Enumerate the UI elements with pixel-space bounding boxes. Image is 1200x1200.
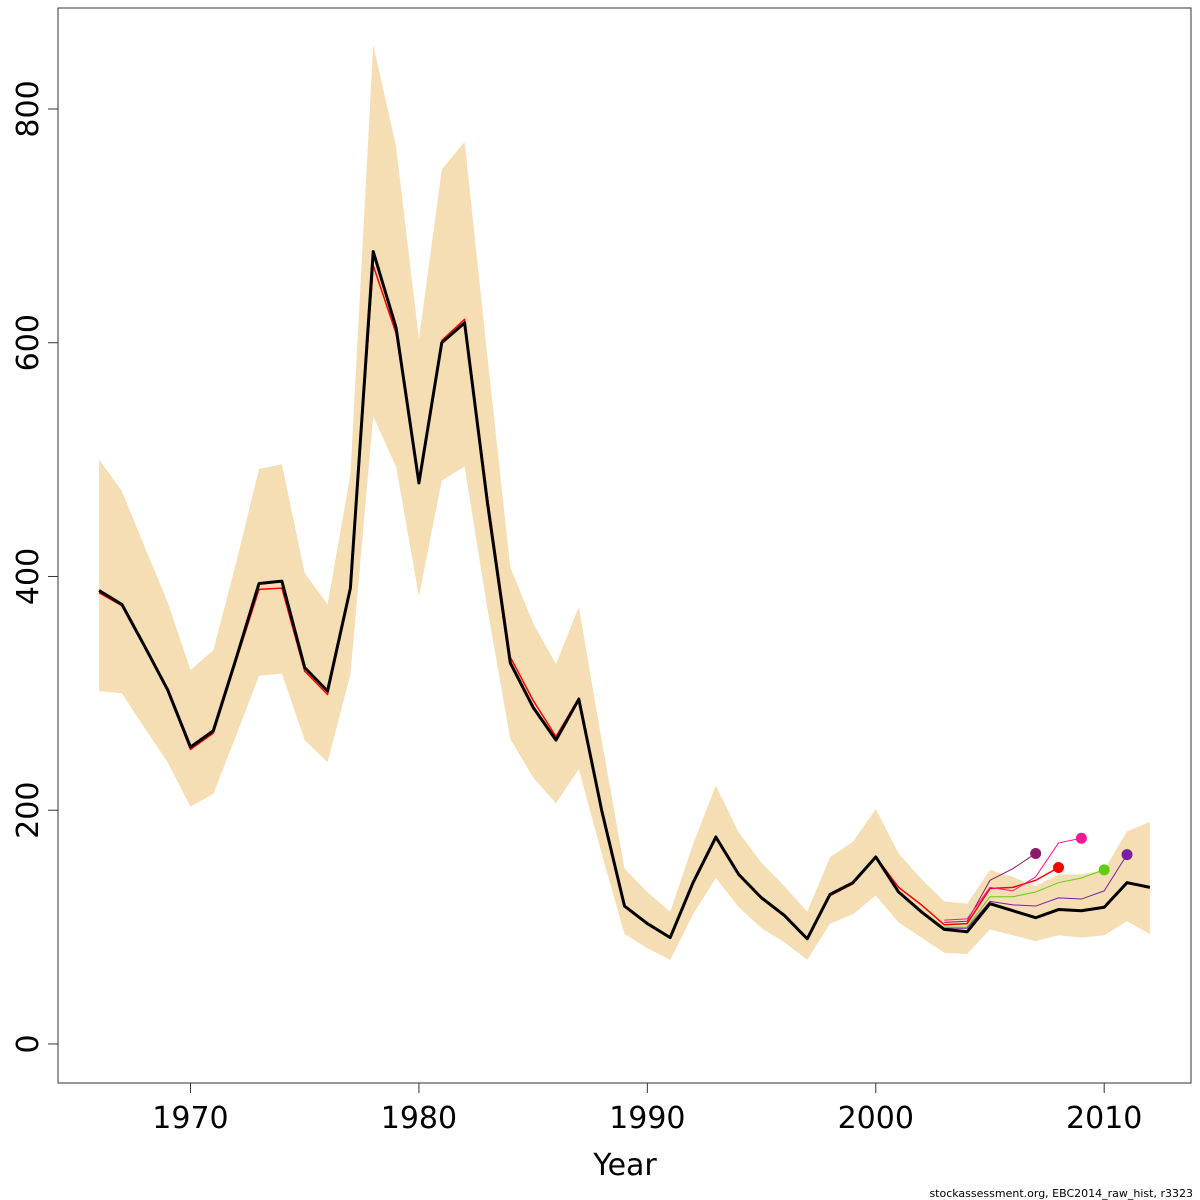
series-line bbox=[944, 854, 1128, 929]
series-line bbox=[944, 853, 1036, 923]
x-tick-label: 1990 bbox=[609, 1101, 685, 1136]
x-tick-label: 1970 bbox=[152, 1101, 228, 1136]
series-line bbox=[944, 837, 1082, 921]
y-tick-label: 800 bbox=[11, 80, 46, 137]
series-line bbox=[98, 250, 1151, 941]
peel-end-point bbox=[1098, 864, 1110, 876]
caption: stockassessment.org, EBC2014_raw_hist, r… bbox=[929, 1187, 1193, 1200]
plot-frame bbox=[57, 7, 1192, 1084]
confidence-band bbox=[99, 44, 1150, 960]
peel-end-point bbox=[1030, 847, 1042, 859]
x-axis-label: Year bbox=[592, 1148, 657, 1183]
y-tick-label: 200 bbox=[11, 782, 46, 839]
x-tick-label: 1980 bbox=[381, 1101, 457, 1136]
series-line bbox=[944, 869, 1105, 928]
y-tick-label: 0 bbox=[11, 1034, 46, 1053]
x-tick-label: 2010 bbox=[1066, 1101, 1142, 1136]
peel-end-point bbox=[1075, 832, 1087, 844]
peel-end-point bbox=[1053, 861, 1065, 873]
peel-end-point bbox=[1121, 849, 1133, 861]
x-tick-label: 2000 bbox=[838, 1101, 914, 1136]
y-tick-label: 600 bbox=[11, 314, 46, 371]
y-tick-label: 400 bbox=[11, 548, 46, 605]
